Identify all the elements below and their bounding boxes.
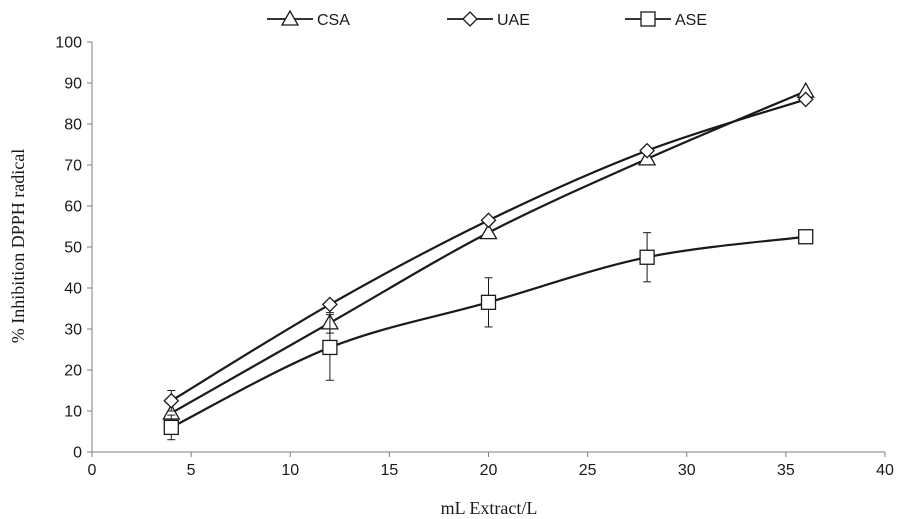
- square-marker: [798, 229, 814, 245]
- x-axis-label: mL Extract/L: [441, 498, 538, 518]
- x-tick-label: 30: [678, 462, 696, 479]
- triangle-marker: [280, 9, 300, 26]
- x-tick-label: 20: [480, 462, 498, 479]
- y-tick-label: 30: [64, 322, 82, 339]
- diamond-marker: [163, 392, 180, 409]
- square-marker: [163, 419, 179, 436]
- diamond-marker: [639, 142, 656, 159]
- x-tick-label: 0: [88, 462, 97, 479]
- y-tick-label: 50: [64, 240, 82, 257]
- series-layer: [162, 81, 815, 441]
- y-tick-label: 40: [64, 281, 82, 298]
- y-tick-label: 0: [73, 445, 82, 462]
- square-marker: [639, 249, 655, 265]
- diamond-marker: [321, 296, 338, 313]
- y-tick-label: 70: [64, 158, 82, 175]
- series-ase: [163, 229, 814, 441]
- legend-label: CSA: [317, 12, 350, 29]
- x-tick-label: 35: [777, 462, 795, 479]
- diamond-marker: [462, 11, 478, 27]
- axes: 0 10 20 30 40 50 60 70 80 90 100 0 5 10 15 20 25 30 35 40: [55, 35, 894, 480]
- y-tick-label: 60: [64, 199, 82, 216]
- y-tick-label: 20: [64, 363, 82, 380]
- series-line-csa: [170, 90, 807, 415]
- series-uae: [163, 91, 814, 412]
- triangle-marker: [479, 223, 498, 240]
- y-tick-label: 10: [64, 404, 82, 421]
- legend-label: UAE: [497, 12, 530, 29]
- series-line-uae: [170, 98, 807, 402]
- diamond-marker: [797, 91, 814, 108]
- x-tick-label: 15: [380, 462, 398, 479]
- series-csa: [162, 81, 815, 420]
- square-marker: [640, 11, 656, 27]
- x-tick-label: 5: [187, 462, 196, 479]
- legend-item-csa: CSA: [267, 9, 350, 29]
- y-tick-label: 90: [64, 76, 82, 93]
- square-marker: [480, 294, 497, 311]
- y-tick-label: 80: [64, 117, 82, 134]
- square-marker: [322, 339, 338, 356]
- legend-item-ase: ASE: [625, 11, 707, 29]
- x-tick-label: 25: [579, 462, 597, 479]
- legend: CSA UAE ASE: [267, 9, 707, 29]
- diamond-marker: [480, 212, 497, 229]
- x-tick-label: 40: [876, 462, 894, 479]
- x-tick-label: 10: [281, 462, 299, 479]
- series-line-ase: [170, 235, 806, 429]
- y-tick-label: 100: [55, 35, 82, 52]
- y-axis-label: % Inhibition DPPH radical: [8, 149, 28, 343]
- legend-item-uae: UAE: [447, 11, 530, 29]
- legend-label: ASE: [675, 12, 707, 29]
